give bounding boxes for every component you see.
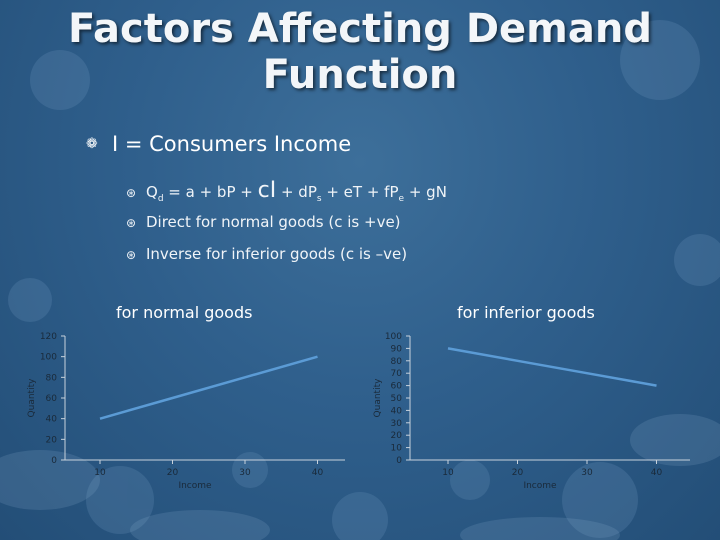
x-tick-label: 30 (581, 468, 593, 478)
y-tick-label: 90 (391, 344, 403, 354)
sub-bullet-direct: ⊛ Direct for normal goods (c is +ve) (126, 213, 401, 231)
x-axis-label: Income (523, 481, 557, 491)
demand-equation: ⊛ Qd = a + bP + cI + dPs + eT + fPe + gN (126, 178, 447, 204)
sub-bullet-inverse-text: Inverse for inferior goods (c is –ve) (146, 245, 408, 263)
y-tick-label: 10 (391, 444, 403, 454)
y-tick-label: 70 (391, 369, 403, 379)
eq-q-sub: d (157, 194, 164, 204)
chart-title-inferior: for inferior goods (457, 303, 595, 322)
sub-bullet-icon: ⊛ (126, 248, 137, 262)
y-tick-label: 50 (391, 394, 403, 404)
y-axis-label: Quantity (373, 378, 383, 418)
sub-bullet-inverse: ⊛ Inverse for inferior goods (c is –ve) (126, 245, 407, 263)
y-tick-label: 40 (391, 406, 403, 416)
eq-ps-sub: s (316, 194, 322, 204)
eq-ci: cI (257, 178, 277, 203)
x-tick-label: 10 (442, 468, 454, 478)
x-tick-label: 20 (167, 468, 179, 478)
y-tick-label: 20 (391, 431, 403, 441)
slide-title: Factors Affecting Demand Function (0, 6, 720, 98)
y-tick-label: 60 (46, 394, 58, 404)
y-axis-label: Quantity (27, 378, 37, 418)
main-bullet-text: I = Consumers Income (112, 132, 352, 156)
y-tick-label: 30 (391, 419, 403, 429)
x-tick-label: 40 (312, 468, 324, 478)
y-tick-label: 120 (40, 332, 57, 342)
x-tick-label: 30 (239, 468, 251, 478)
sub-bullet-direct-text: Direct for normal goods (c is +ve) (146, 213, 401, 231)
series-line (99, 355, 318, 420)
y-tick-label: 0 (396, 456, 402, 466)
eq-part5: + gN (404, 183, 447, 201)
flower-bullet-icon: ❁ (86, 136, 98, 152)
eq-q: Q (146, 183, 158, 201)
x-tick-label: 40 (651, 468, 663, 478)
x-tick-label: 20 (512, 468, 524, 478)
eq-part3: + dP (276, 183, 317, 201)
y-tick-label: 80 (46, 373, 58, 383)
y-tick-label: 40 (46, 415, 58, 425)
y-tick-label: 0 (51, 456, 57, 466)
eq-pe-sub: e (398, 194, 405, 204)
eq-part4: + eT + fP (321, 183, 399, 201)
slide-title-line-2: Function (262, 52, 458, 98)
sub-bullet-icon: ⊛ (126, 216, 137, 230)
y-tick-label: 100 (385, 332, 402, 342)
series-line (447, 347, 657, 387)
y-tick-label: 80 (391, 357, 403, 367)
y-tick-label: 20 (46, 435, 58, 445)
chart-title-normal: for normal goods (116, 303, 253, 322)
x-tick-label: 10 (94, 468, 106, 478)
y-tick-label: 100 (40, 353, 57, 363)
eq-part2: = a + bP + (163, 183, 258, 201)
slide-title-line-1: Factors Affecting Demand (68, 6, 652, 52)
y-tick-label: 60 (391, 382, 403, 392)
main-bullet: ❁ I = Consumers Income (86, 132, 351, 156)
sub-bullet-icon: ⊛ (126, 186, 137, 200)
x-axis-label: Income (178, 481, 212, 491)
